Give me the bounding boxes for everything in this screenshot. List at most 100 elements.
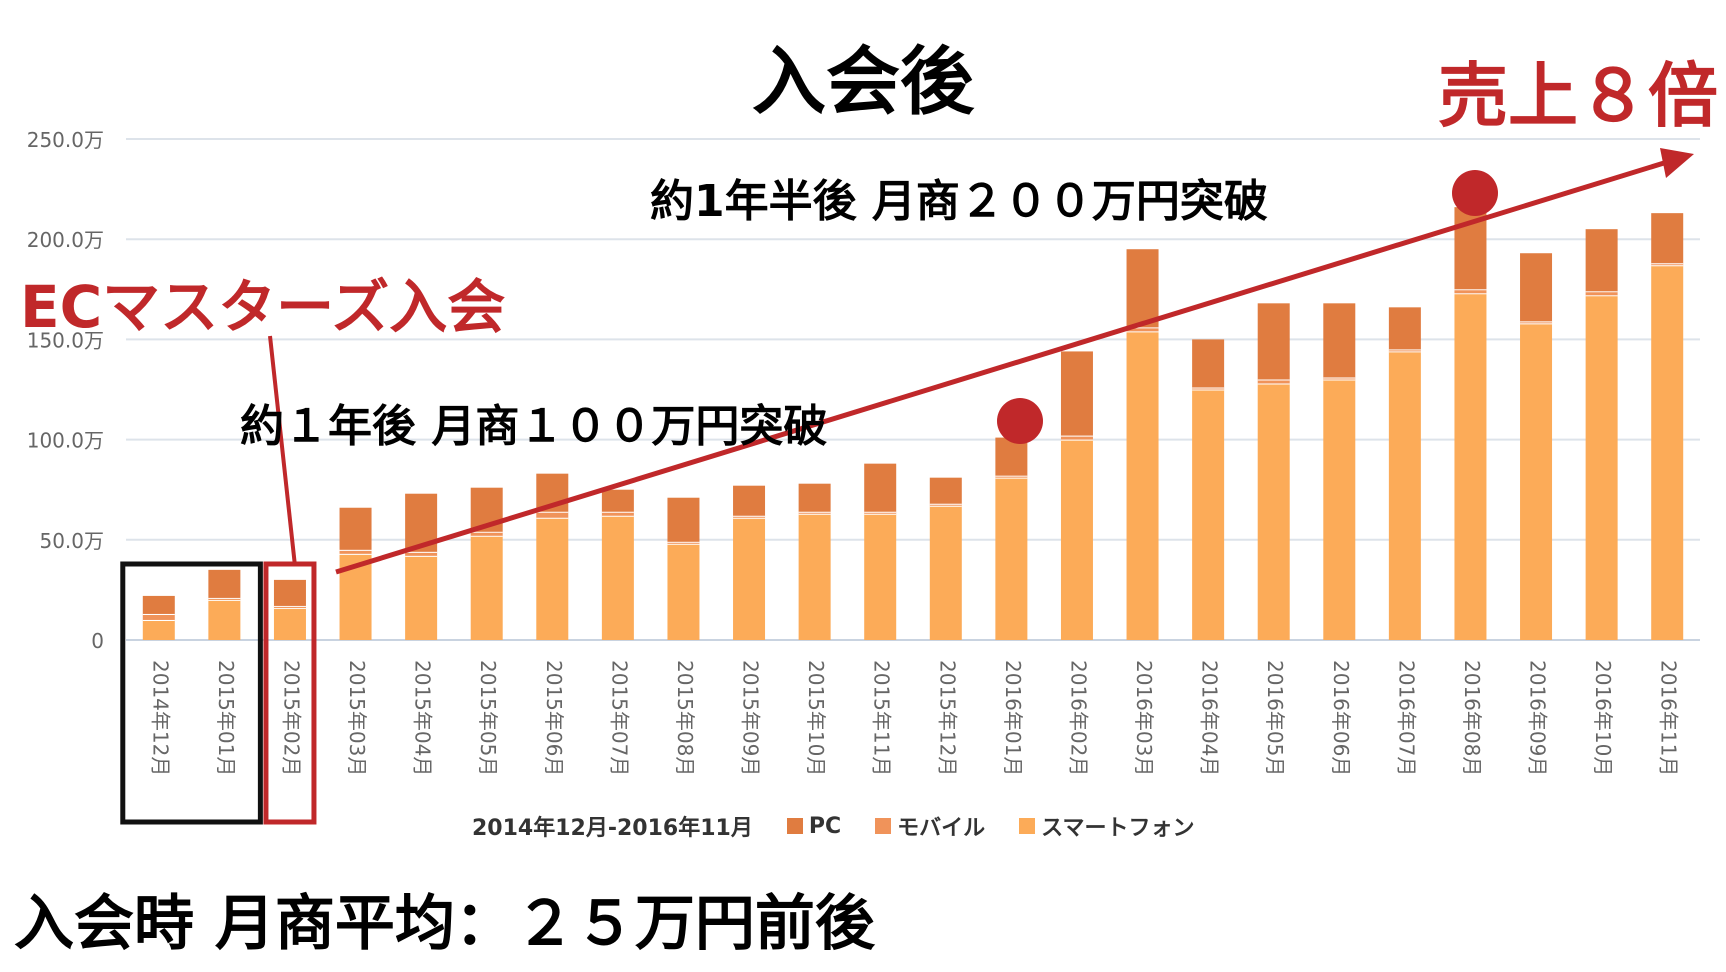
- join-time-average-note: 入会時 月商平均：２５万円前後: [14, 889, 875, 959]
- bar-segment: [1454, 289, 1487, 294]
- x-tick-label: 2015年05月: [476, 660, 500, 776]
- y-axis: 0 50.0万 100.0万 150.0万 200.0万 250.0万: [27, 128, 104, 653]
- bar-segment: [1060, 435, 1093, 440]
- x-tick-label: 2015年12月: [935, 660, 959, 776]
- bar-segment: [929, 477, 962, 504]
- bar-segment: [1520, 253, 1553, 322]
- legend-swatch-pc: [786, 818, 803, 834]
- legend-label-pc: PC: [808, 813, 842, 839]
- legend-item-mobile[interactable]: モバイル: [851, 810, 985, 842]
- bar-segment: [142, 595, 175, 614]
- x-tick-label: 2015年04月: [411, 660, 435, 776]
- join-before-highlight: [120, 561, 263, 825]
- x-tick-label: 2016年02月: [1066, 660, 1090, 776]
- bar-segment: [601, 489, 634, 512]
- bar-segment: [1126, 327, 1159, 332]
- milestone-marker-18-months: [1452, 170, 1498, 216]
- bar-segment: [995, 437, 1028, 476]
- growth-trend-arrow: [335, 160, 1665, 575]
- annotation-overlay: [120, 148, 1694, 825]
- bar-segment: [1651, 265, 1684, 640]
- bar-segment: [1257, 303, 1290, 380]
- bar-segment: [601, 511, 634, 516]
- bar-segment: [1520, 323, 1553, 640]
- join-month-highlight: [263, 561, 317, 825]
- y-tick-label: 200.0万: [27, 228, 104, 252]
- x-tick-label: 2015年09月: [739, 660, 763, 776]
- bar-segment: [536, 511, 569, 518]
- bar-segment: [339, 549, 372, 554]
- legend-swatch-mobile: [875, 818, 892, 834]
- x-tick-label: 2015年08月: [673, 660, 697, 776]
- legend-label-smartphone: スマートフォン: [1041, 816, 1195, 841]
- chart-grid: [126, 138, 1700, 641]
- bar-segment: [1323, 379, 1356, 640]
- bar-segment: [405, 551, 438, 556]
- bar-segment: [142, 613, 175, 620]
- bar-segment: [667, 541, 700, 544]
- y-tick-label: 150.0万: [27, 328, 104, 352]
- bar-segment: [142, 619, 175, 640]
- bar-segment: [1388, 351, 1421, 640]
- bar-segment: [1126, 331, 1159, 640]
- bar-segment: [1257, 379, 1290, 384]
- y-tick-label: 0: [91, 629, 104, 653]
- bar-segment: [1323, 303, 1356, 378]
- page-title: 入会後: [752, 39, 974, 125]
- bar-segment: [1323, 377, 1356, 380]
- bar-segment: [1585, 291, 1618, 296]
- bar-segment: [1388, 349, 1421, 352]
- bar-segment: [733, 485, 766, 516]
- bar-segment: [733, 515, 766, 518]
- chart-legend: 2014年12月-2016年11月 PC モバイル スマートフォン: [472, 810, 1194, 842]
- x-axis: 2014年12月 2015年01月 2015年02月 2015年03月 2015年04月…: [148, 660, 1680, 776]
- milestone-1-year-note: 約１年後 月商１００万円突破: [240, 401, 828, 452]
- legend-item-pc[interactable]: PC: [763, 814, 841, 839]
- x-tick-label: 2016年10月: [1591, 660, 1615, 776]
- bar-segment: [208, 599, 241, 640]
- bar-segment: [208, 597, 241, 600]
- bar-segment: [667, 497, 700, 542]
- x-axis-title: 2014年12月-2016年11月: [472, 816, 753, 841]
- x-tick-label: 2015年06月: [542, 660, 566, 776]
- bar-segment: [601, 515, 634, 640]
- x-tick-label: 2016年11月: [1657, 660, 1681, 776]
- bar-segment: [1060, 439, 1093, 640]
- bar-segment: [1651, 213, 1684, 264]
- bar-segment: [273, 605, 306, 608]
- x-tick-label: 2015年01月: [214, 660, 238, 776]
- bar-segment: [339, 507, 372, 550]
- legend-swatch-smartphone: [1019, 818, 1036, 834]
- bar-segment: [273, 607, 306, 640]
- y-tick-label: 250.0万: [27, 128, 104, 152]
- bar-segment: [995, 475, 1028, 478]
- bar-segment: [995, 477, 1028, 640]
- bar-segment: [733, 517, 766, 640]
- bar-segment: [470, 535, 503, 640]
- bar-segment: [1585, 229, 1618, 292]
- bar-segment: [405, 555, 438, 640]
- bar-segment: [470, 531, 503, 536]
- bar-segment: [1651, 263, 1684, 266]
- bar-segment: [798, 511, 831, 514]
- x-tick-label: 2016年08月: [1460, 660, 1484, 776]
- milestone-marker-1-year: [997, 398, 1043, 444]
- bar-segment: [667, 543, 700, 640]
- bar-segment: [208, 569, 241, 598]
- bar-segment: [1257, 383, 1290, 640]
- join-label: ECマスターズ入会: [20, 273, 506, 341]
- bar-segment: [798, 483, 831, 512]
- bar-segment: [1060, 351, 1093, 436]
- x-tick-label: 2016年04月: [1198, 660, 1222, 776]
- legend-item-smartphone[interactable]: スマートフォン: [995, 810, 1194, 842]
- bar-segment: [1454, 293, 1487, 640]
- bar-segment: [1126, 249, 1159, 328]
- bar-segment: [798, 513, 831, 640]
- bar-segment: [864, 513, 897, 640]
- x-tick-label: 2016年09月: [1526, 660, 1550, 776]
- x-tick-label: 2016年03月: [1132, 660, 1156, 776]
- bar-segment: [864, 511, 897, 514]
- bar-segment: [1192, 339, 1225, 388]
- chart-bars: [142, 207, 1684, 640]
- growth-arrowhead-icon: [1660, 148, 1694, 178]
